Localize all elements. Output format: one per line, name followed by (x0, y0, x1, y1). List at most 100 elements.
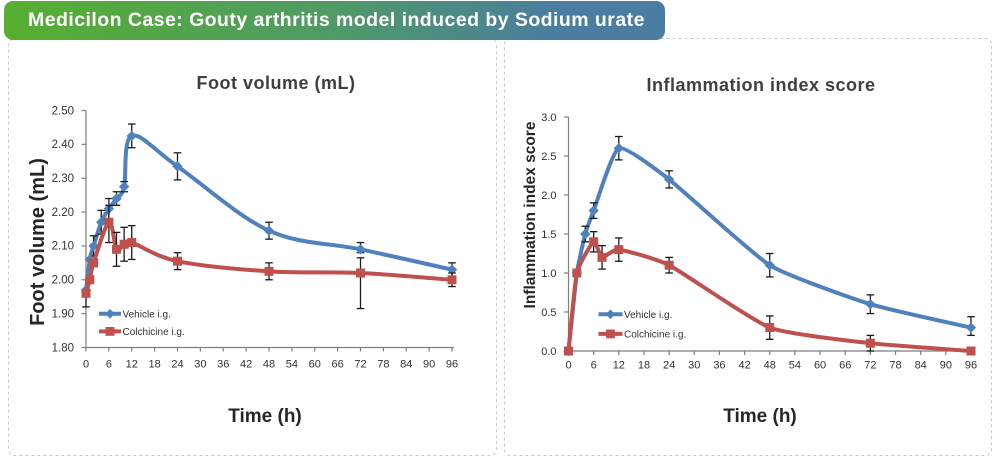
x-tick-label: 12 (613, 360, 625, 372)
legend-label: Colchicine i.g. (624, 329, 686, 340)
series-line (566, 239, 973, 353)
marker-square (589, 237, 599, 247)
marker-diamond (663, 174, 675, 185)
x-tick-label: 24 (171, 359, 183, 371)
marker-diamond (865, 299, 876, 310)
legend-marker-square (105, 327, 115, 336)
x-axis-title-time-right: Time (h) (723, 406, 797, 427)
y-tick-label: 2.30 (52, 173, 74, 185)
x-tick-label: 54 (286, 359, 298, 371)
y-tick-label: 1.5 (541, 229, 556, 241)
y-tick-label: 0.0 (541, 346, 556, 358)
y-tick-label: 2.40 (52, 139, 74, 151)
marker-square (572, 268, 582, 278)
marker-diamond (580, 228, 591, 240)
x-tick-label: 90 (940, 360, 952, 372)
y-tick-label: 2.5 (541, 151, 556, 163)
x-tick-label: 36 (217, 359, 229, 371)
x-tick-label: 72 (354, 359, 366, 371)
marker-diamond (588, 205, 599, 216)
x-tick-label: 42 (240, 359, 252, 371)
chart-title-inflammation: Inflammation index score (646, 75, 876, 95)
x-tick-label: 72 (864, 360, 876, 372)
legend-label: Vehicle i.g. (123, 309, 171, 320)
marker-square (614, 245, 624, 255)
legend-item: Vehicle i.g. (99, 309, 171, 320)
marker-diamond (764, 260, 775, 271)
legend-label: Vehicle i.g. (624, 310, 672, 321)
marker-diamond (965, 322, 977, 333)
marker-square (89, 258, 99, 268)
x-tick-label: 96 (446, 359, 458, 371)
axes: 1.80 1.90 2.00 2.10 2.20 2.30 2.40 2.50 0 6 12 18 24… (52, 105, 459, 370)
marker-diamond (613, 143, 625, 154)
y-tick-label: 3.0 (541, 112, 556, 124)
legend-marker-diamond (105, 309, 115, 319)
x-tick-label: 24 (663, 360, 675, 372)
case-banner: Medicilon Case: Gouty arthritis model in… (4, 1, 665, 40)
x-tick-label: 18 (638, 360, 650, 372)
x-tick-label: 6 (591, 360, 597, 372)
marker-diamond (111, 193, 122, 204)
x-tick-label: 48 (263, 359, 275, 371)
chart-panel-foot-volume: Foot volume (mL) Foot volume (mL) Time (… (8, 38, 497, 456)
error-bars (581, 135, 975, 337)
y-tick-label: 1.90 (52, 308, 74, 320)
y-tick-label: 0.5 (541, 307, 556, 319)
legend: Vehicle i.g. Colchicine i.g. (598, 309, 686, 340)
axes: 0.0 0.5 1.0 1.5 2.0 2.5 3.0 0 6 12 18 24 30 36 42 48 54 6… (541, 112, 977, 372)
marker-diamond (172, 161, 183, 172)
y-tick-label: 2.10 (52, 241, 74, 253)
y-tick-label: 1.80 (52, 342, 74, 354)
marker-square (447, 275, 457, 285)
x-tick-label: 0 (83, 359, 89, 371)
marker-square (85, 275, 95, 285)
marker-square (81, 288, 91, 298)
y-tick-label: 2.00 (52, 275, 74, 287)
marker-diamond (263, 225, 275, 236)
marker-square (356, 268, 365, 278)
x-tick-label: 60 (814, 360, 826, 372)
marker-square (765, 323, 775, 333)
y-tick-label: 2.0 (541, 190, 556, 202)
x-tick-label: 96 (965, 360, 977, 372)
x-tick-label: 78 (889, 360, 901, 372)
banner-title: Medicilon Case: Gouty arthritis model in… (28, 9, 645, 31)
panel-dashed-border (8, 38, 497, 456)
x-tick-label: 90 (423, 359, 435, 371)
legend-item: Colchicine i.g. (598, 329, 686, 340)
x-tick-label: 66 (839, 360, 851, 372)
x-tick-label: 30 (688, 360, 700, 372)
marker-square (966, 346, 976, 356)
series-markers (564, 237, 976, 356)
x-tick-label: 84 (400, 359, 412, 371)
chart-panel-inflammation: Inflammation index score Inflammation in… (504, 38, 992, 456)
x-tick-label: 30 (194, 359, 206, 371)
marker-square (104, 217, 114, 227)
y-tick-label: 2.50 (52, 105, 74, 117)
chart-canvas-foot-volume: 1.80 1.90 2.00 2.10 2.20 2.30 2.40 2.50 0 6 12 18 24… (8, 38, 497, 456)
marker-square (564, 346, 573, 356)
x-axis-title-time-left: Time (h) (228, 406, 302, 427)
legend-marker-square (606, 329, 615, 339)
chart-canvas-inflammation: 0.0 0.5 1.0 1.5 2.0 2.5 3.0 0 6 12 18 24 30 36 42 48 54 6… (504, 38, 992, 456)
panel-dashed-border (504, 38, 992, 456)
marker-square (127, 238, 137, 248)
x-tick-label: 0 (565, 360, 571, 372)
legend-label: Colchicine i.g. (123, 327, 185, 338)
series-colchicine-i-g- (81, 204, 457, 310)
marker-square (173, 256, 182, 266)
x-tick-label: 42 (738, 360, 750, 372)
series-colchicine-i-g- (564, 231, 976, 356)
x-tick-label: 36 (713, 360, 725, 372)
x-tick-label: 18 (149, 359, 161, 371)
marker-square (119, 239, 129, 249)
legend: Vehicle i.g. Colchicine i.g. (99, 309, 185, 338)
x-tick-label: 12 (126, 359, 138, 371)
x-tick-label: 54 (789, 360, 801, 372)
x-tick-label: 6 (106, 359, 112, 371)
x-tick-label: 60 (309, 359, 321, 371)
marker-diamond (96, 217, 107, 228)
marker-square (597, 252, 607, 262)
